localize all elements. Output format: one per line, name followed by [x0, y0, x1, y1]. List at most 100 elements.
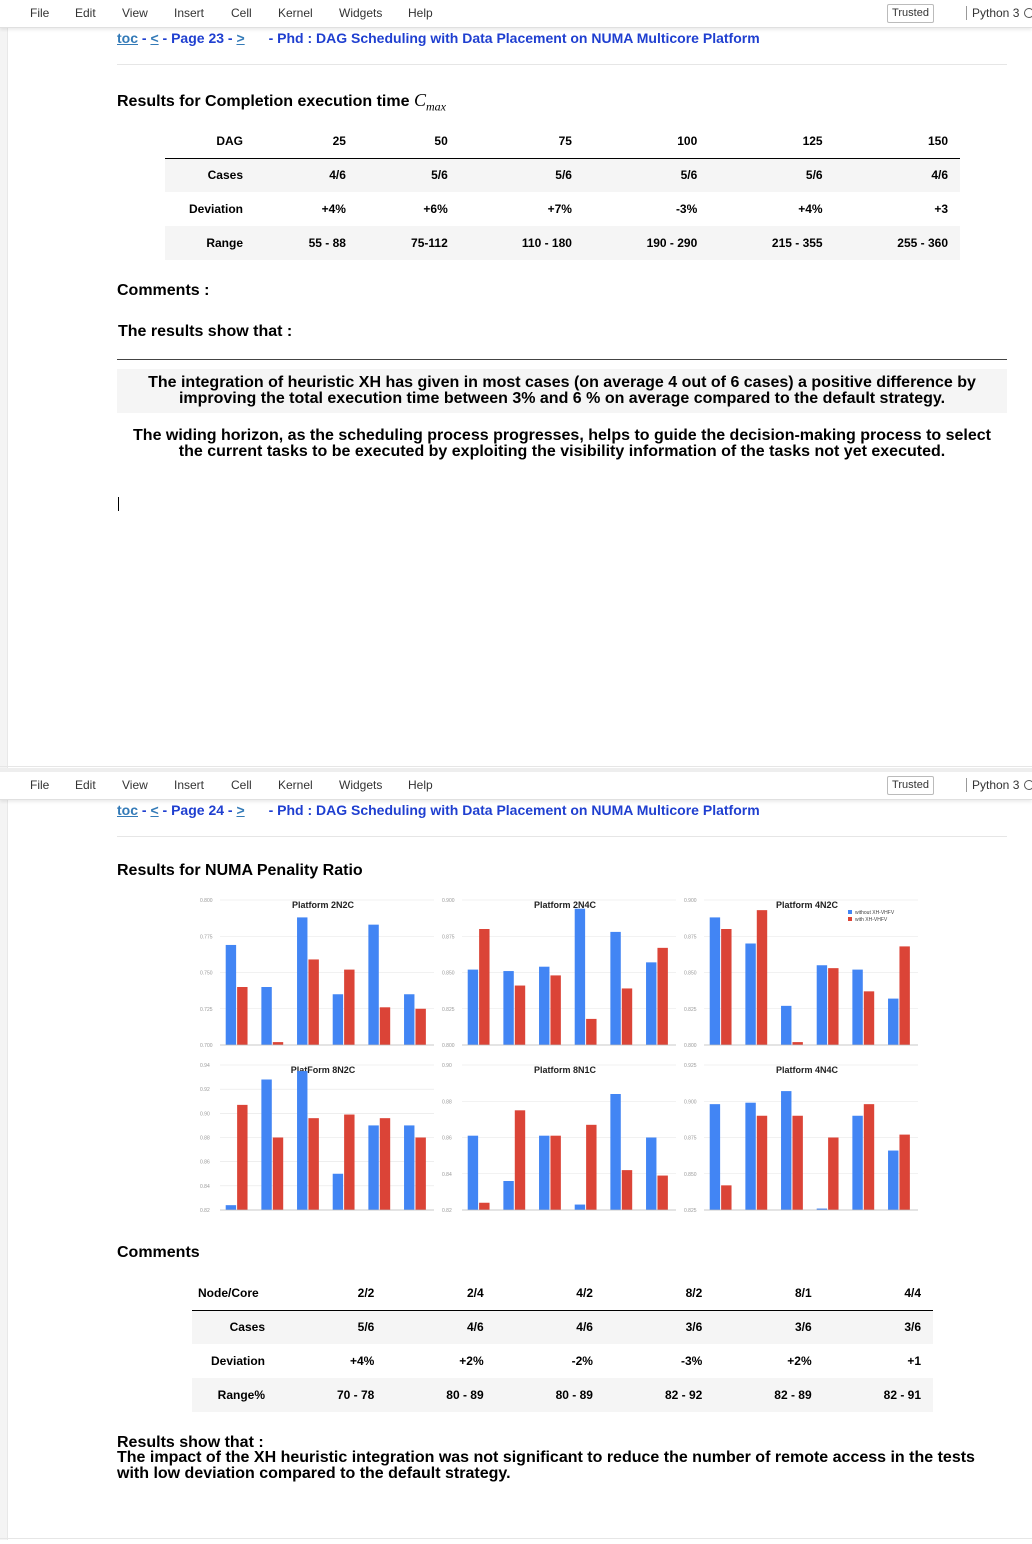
- bar: [379, 1118, 391, 1210]
- divider: [117, 359, 1007, 360]
- menu-widgets[interactable]: Widgets: [339, 778, 383, 792]
- table-cell: 4/6: [495, 1310, 605, 1344]
- bar: [332, 1173, 344, 1210]
- chart-title: Platform 4N4C: [776, 1065, 839, 1075]
- bar: [479, 929, 490, 1045]
- bar: [781, 1091, 792, 1210]
- bar: [308, 959, 319, 1045]
- chart-title: Platform 4N2C: [776, 900, 839, 910]
- document-title: - Phd : DAG Scheduling with Data Placeme…: [268, 802, 760, 818]
- table-cell: 190 - 290: [583, 226, 710, 260]
- table-cell: +3: [934, 202, 948, 216]
- toc-link[interactable]: toc: [117, 30, 138, 46]
- conclusion-paragraph: The impact of the XH heuristic integrati…: [117, 1449, 975, 1482]
- y-tick-label: 0.900: [684, 1099, 697, 1105]
- bar: [514, 1110, 526, 1210]
- bar: [709, 917, 721, 1045]
- table-header: 2/4: [386, 1276, 496, 1311]
- table-row: Cases 4/6 5/6 5/6 5/6 5/6 4/6: [165, 158, 960, 192]
- bar: [332, 994, 344, 1045]
- chart-title: PlatForm 8N2C: [291, 1065, 356, 1075]
- bar: [816, 1208, 828, 1210]
- y-tick-label: 0.825: [684, 1007, 697, 1013]
- menu-edit[interactable]: Edit: [75, 6, 96, 20]
- comments-heading: Comments: [117, 1244, 200, 1261]
- menu-view[interactable]: View: [122, 6, 148, 20]
- menu-edit[interactable]: Edit: [75, 778, 96, 792]
- table-header: 2/2: [277, 1276, 387, 1311]
- table-cell: 255 - 360: [834, 226, 960, 260]
- toc-link[interactable]: toc: [117, 802, 138, 818]
- y-tick-label: 0.88: [442, 1099, 452, 1105]
- legend-swatch: [848, 917, 852, 921]
- menu-kernel[interactable]: Kernel: [278, 778, 313, 792]
- table-cell: 110 - 180: [459, 226, 584, 260]
- bar: [539, 966, 550, 1045]
- bar: [745, 943, 756, 1045]
- bar: [621, 1170, 633, 1210]
- table-cell: 80 - 89: [495, 1378, 605, 1412]
- next-page-link[interactable]: >: [236, 30, 245, 46]
- chart-4: 0.94 0.92 0.90 0.88 0.86 0.84 0.82 PlatForm 8N2…: [200, 1063, 434, 1214]
- y-tick-label: 0.800: [684, 1043, 697, 1049]
- table-cell: 3/6: [714, 1310, 824, 1344]
- bar: [467, 1135, 479, 1210]
- trusted-badge[interactable]: Trusted: [887, 4, 934, 23]
- y-tick-label: 0.725: [200, 1007, 213, 1013]
- bar: [863, 991, 875, 1045]
- menu-cell[interactable]: Cell: [231, 6, 252, 20]
- y-tick-label: 0.82: [442, 1208, 452, 1214]
- divider: [0, 1538, 1032, 1539]
- table-cell: 82 - 92: [604, 1378, 715, 1412]
- table-cell: Cases: [165, 158, 255, 192]
- menu-file[interactable]: File: [30, 778, 50, 792]
- menu-view[interactable]: View: [122, 778, 148, 792]
- chart-title: Platform 2N2C: [292, 900, 355, 910]
- menu-widgets[interactable]: Widgets: [339, 6, 383, 20]
- trusted-badge[interactable]: Trusted: [887, 776, 934, 795]
- bar: [721, 929, 732, 1045]
- y-tick-label: 0.750: [200, 971, 213, 977]
- bar: [467, 969, 479, 1045]
- legend-entry: with XH-VHFV: [855, 917, 888, 923]
- bar: [479, 1202, 490, 1210]
- menu-kernel[interactable]: Kernel: [278, 6, 313, 20]
- bar: [899, 946, 910, 1045]
- y-tick-label: 0.700: [200, 1043, 213, 1049]
- prev-page-link[interactable]: <: [150, 802, 159, 818]
- menu-cell[interactable]: Cell: [231, 778, 252, 792]
- table-cell: 55 - 88: [255, 226, 358, 260]
- cmax-symbol: Cmax: [414, 90, 446, 114]
- bar: [503, 971, 514, 1045]
- bar: [514, 985, 526, 1045]
- next-page-link[interactable]: >: [236, 802, 245, 818]
- menu-insert[interactable]: Insert: [174, 6, 205, 20]
- bar: [586, 1018, 597, 1045]
- divider: [0, 766, 1032, 767]
- table-cell: 70 - 78: [277, 1378, 387, 1412]
- kernel-indicator: Python 3: [966, 778, 1032, 792]
- table-header: DAG: [165, 124, 255, 159]
- menu-insert[interactable]: Insert: [174, 778, 205, 792]
- menu-help[interactable]: Help: [408, 778, 433, 792]
- prev-page-link[interactable]: <: [150, 30, 159, 46]
- menu-file[interactable]: File: [30, 6, 50, 20]
- kernel-name: Python 3: [972, 778, 1020, 792]
- table-row: Range 55 - 88 75-112 110 - 180 190 - 290…: [165, 226, 960, 260]
- menu-help[interactable]: Help: [408, 6, 433, 20]
- legend-swatch: [848, 910, 852, 914]
- table-header: 50: [357, 124, 460, 159]
- page-number: Page 24: [171, 802, 225, 818]
- comments-heading: Comments :: [117, 282, 210, 299]
- bar: [261, 1079, 272, 1210]
- cell-gutter: [0, 28, 8, 768]
- bar: [586, 1124, 597, 1210]
- table-header: 75: [459, 124, 584, 159]
- bar: [503, 1181, 514, 1210]
- text-cursor: [118, 497, 119, 511]
- table-header: 25: [255, 124, 358, 159]
- bar: [621, 988, 633, 1045]
- table-cell: Deviation: [210, 1354, 265, 1368]
- table-cell: 5/6: [459, 158, 584, 192]
- chart-3: 0.900 0.875 0.850 0.825 0.800 Platform 4N2C wi…: [684, 898, 918, 1049]
